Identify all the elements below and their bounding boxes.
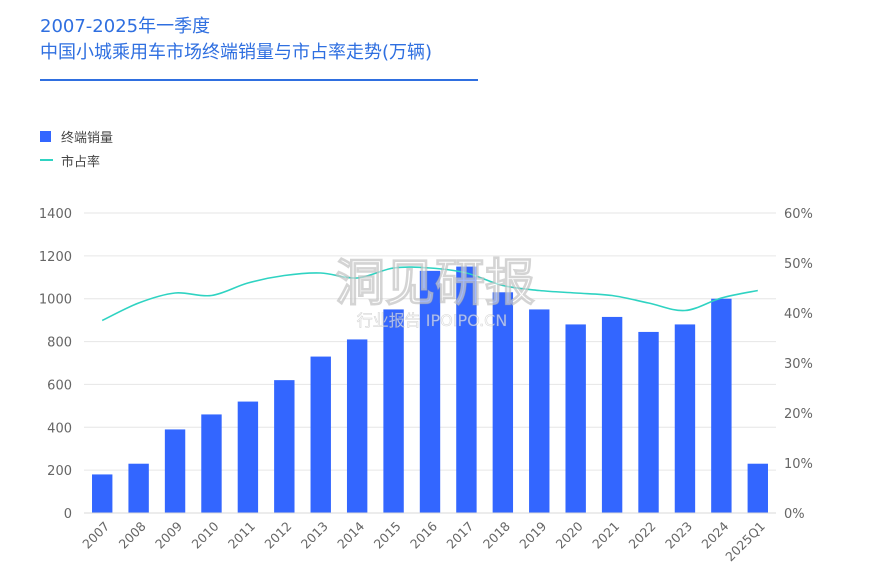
right-axis-tick-label: 60% [784, 207, 813, 222]
left-axis-tick-label: 0 [64, 507, 72, 522]
line-series [101, 266, 758, 322]
right-axis-tick-label: 30% [784, 357, 813, 372]
bar-2018[interactable] [492, 292, 514, 513]
x-axis-tick-label: 2020 [553, 518, 586, 551]
bar-2008[interactable] [128, 463, 149, 513]
x-axis-tick-label: 2018 [480, 518, 513, 551]
watermark-main-text: 洞见研报 [335, 254, 535, 312]
right-axis-tick-label: 40% [784, 307, 813, 322]
bar-2025Q1[interactable] [747, 463, 768, 513]
right-axis-tick-label: 20% [784, 407, 813, 422]
left-axis-tick-label: 1200 [39, 250, 72, 265]
x-axis-tick-label: 2021 [589, 519, 622, 552]
chart-header: 2007-2025年一季度 中国小城乘用车市场终端销量与市占率走势(万辆) [40, 14, 480, 81]
bar-2024[interactable] [711, 298, 732, 513]
left-axis: 0 200 400 600 800 1000 1200 1400 [39, 207, 72, 522]
right-axis-tick-label: 50% [784, 257, 813, 272]
left-axis-tick-label: 800 [47, 336, 72, 351]
bar-2016[interactable] [419, 270, 441, 513]
legend-line-swatch [40, 159, 53, 161]
chart-legend: 终端销量 市占率 [40, 124, 113, 172]
bar-2017[interactable] [456, 266, 477, 513]
left-axis-tick-label: 1000 [39, 293, 72, 308]
chart-title-line2: 中国小城乘用车市场终端销量与市占率走势(万辆) [40, 42, 433, 63]
watermark: 洞见研报 行业报告 IPOIPO.CN [335, 254, 536, 331]
x-axis-tick-label: 2009 [152, 518, 185, 551]
x-axis-tick-label: 2007 [79, 519, 112, 552]
bar-2019[interactable] [529, 309, 550, 513]
x-axis-tick-label: 2011 [225, 519, 258, 552]
x-axis: 2007 2008 2009 2010 2011 2012 2013 2014 2015 2016… [79, 512, 776, 565]
bar-2022[interactable] [638, 331, 659, 513]
legend-line-label: 市占率 [61, 154, 101, 170]
title-underline [40, 79, 478, 81]
left-axis-tick-label: 200 [47, 464, 72, 479]
left-axis-tick-label: 600 [47, 378, 72, 393]
x-axis-tick-label: 2015 [371, 519, 404, 552]
bar-2014[interactable] [346, 339, 368, 513]
legend-item-bar[interactable]: 终端销量 [40, 124, 113, 148]
chart-title-line1: 2007-2025年一季度 [40, 16, 211, 37]
legend-bar-swatch [40, 130, 51, 142]
x-axis-tick-label: 2025Q1 [722, 519, 768, 565]
bar-2012[interactable] [274, 380, 295, 513]
bar-2021[interactable] [601, 316, 623, 513]
x-axis-tick-label: 2019 [516, 518, 549, 551]
bar-2009[interactable] [164, 429, 186, 513]
right-axis: 0% 10% 20% 30% 40% 50% 60% [784, 207, 813, 522]
x-axis-tick-label: 2010 [188, 518, 221, 551]
x-axis-tick-label: 2013 [298, 519, 331, 552]
bar-series [92, 266, 768, 513]
bar-2010[interactable] [201, 414, 222, 513]
bar-2015[interactable] [383, 309, 404, 513]
bar-2013[interactable] [310, 356, 331, 513]
x-axis-tick-label: 2008 [116, 518, 149, 551]
x-axis-tick-label: 2017 [443, 519, 476, 552]
bar-2023[interactable] [674, 324, 696, 513]
right-axis-tick-label: 10% [784, 457, 813, 472]
bar-2011[interactable] [237, 401, 259, 513]
x-axis-tick-label: 2024 [698, 518, 731, 551]
bar-2007[interactable] [92, 474, 113, 513]
x-axis-tick-label: 2022 [626, 519, 659, 552]
legend-item-line[interactable]: 市占率 [40, 148, 113, 172]
right-axis-tick-label: 0% [784, 507, 805, 522]
bar-2020[interactable] [565, 324, 586, 513]
x-axis-tick-label: 2012 [261, 519, 294, 552]
left-axis-tick-label: 1400 [39, 207, 72, 222]
left-axis-tick-label: 400 [47, 421, 72, 436]
watermark-sub-text: 行业报告 IPOIPO.CN [357, 311, 508, 330]
x-axis-tick-label: 2014 [334, 518, 367, 551]
x-axis-tick-label: 2016 [407, 518, 440, 551]
x-axis-tick-label: 2023 [662, 519, 695, 552]
legend-bar-label: 终端销量 [61, 130, 114, 146]
